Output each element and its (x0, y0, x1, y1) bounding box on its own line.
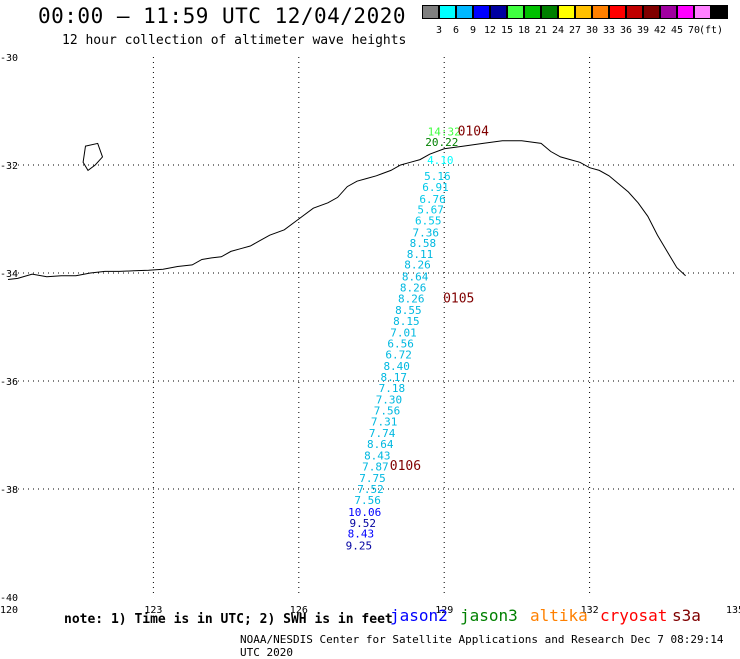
wave-height-label: 8.58 (410, 237, 437, 250)
wave-height-label: 8.43 (348, 528, 375, 541)
wave-height-label: 8.26 (398, 293, 425, 306)
color-swatch (524, 5, 541, 19)
color-swatch (422, 5, 439, 19)
wave-height-label: 8.17 (381, 371, 408, 384)
wave-height-label: 6.72 (385, 348, 412, 361)
y-tick-label: -34 (0, 269, 18, 280)
wave-height-label: 8.43 (364, 449, 391, 462)
wave-height-label: 20.22 (425, 136, 458, 149)
wave-height-label: 4.10 (427, 154, 454, 167)
wave-height-label: 9.25 (346, 539, 373, 552)
color-scale-label: 6 (452, 25, 460, 36)
y-tick-label: -32 (0, 161, 18, 172)
wave-height-label: 6.91 (422, 181, 449, 194)
wave-height-label: 7.18 (379, 382, 406, 395)
x-tick-label: 135 (726, 605, 740, 616)
color-swatch (575, 5, 592, 19)
wave-height-label: 8.64 (367, 438, 394, 451)
color-swatch (626, 5, 643, 19)
color-scale-label: 24 (551, 25, 565, 36)
wave-height-label: 10.06 (348, 506, 381, 519)
color-scale-label: 33 (602, 25, 616, 36)
wave-height-label: 8.26 (404, 259, 431, 272)
wave-height-label: 14:32 (428, 125, 461, 138)
color-swatch (541, 5, 558, 19)
color-scale-label: 27 (568, 25, 582, 36)
wave-height-label: 9.52 (350, 517, 377, 530)
color-swatch (677, 5, 694, 19)
x-tick-label: 132 (581, 605, 599, 616)
color-swatch (507, 5, 524, 19)
wave-height-label: 8.55 (395, 304, 422, 317)
satellite-s3a: s3a (672, 606, 701, 625)
pass-time-label: 0106 (390, 459, 421, 474)
wave-height-label: 7.74 (369, 427, 396, 440)
color-scale-label: (ft) (699, 25, 724, 36)
footer-credit: NOAA/NESDIS Center for Satellite Applica… (240, 633, 724, 659)
y-tick-label: -36 (0, 377, 18, 388)
satellite-altika: altika (530, 606, 588, 625)
wave-height-label: 7.87 (362, 461, 389, 474)
color-swatch (660, 5, 677, 19)
color-swatch (694, 5, 711, 19)
wave-height-label: 8.26 (400, 281, 427, 294)
x-tick-label: 120 (0, 605, 18, 616)
island-outline (82, 142, 104, 172)
color-scale-label: 15 (500, 25, 514, 36)
y-tick-label: -30 (0, 53, 18, 64)
wave-height-label: 7.56 (354, 494, 381, 507)
wave-height-label: 7.52 (357, 483, 384, 496)
wave-height-label: 7.56 (374, 404, 401, 417)
color-scale-label: 39 (636, 25, 650, 36)
x-tick-label: 129 (435, 605, 453, 616)
coastline (7, 140, 686, 280)
wave-height-label: 7.75 (359, 472, 386, 485)
wave-height-label: 8.11 (407, 248, 434, 261)
satellite-cryosat: cryosat (600, 606, 668, 625)
color-swatch (490, 5, 507, 19)
color-scale-label: 70 (687, 25, 701, 36)
wave-height-label: 7.31 (371, 415, 398, 428)
color-swatch (592, 5, 609, 19)
color-scale-label: 21 (534, 25, 548, 36)
wave-height-label: 6.76 (419, 193, 446, 206)
wave-height-label: 6.55 (415, 214, 442, 227)
wave-height-label: 5.67 (417, 204, 444, 217)
wave-height-label: 5.16 (424, 170, 451, 183)
y-tick-label: -40 (0, 593, 18, 604)
color-scale-label: 12 (483, 25, 497, 36)
x-tick-label: 123 (144, 605, 162, 616)
color-scale-label: 9 (469, 25, 477, 36)
color-swatch (609, 5, 626, 19)
color-scale-label: 30 (585, 25, 599, 36)
wave-height-label: 8.40 (383, 360, 410, 373)
color-swatch (558, 5, 575, 19)
wave-height-label: 6.56 (387, 338, 414, 351)
color-swatch (711, 5, 728, 19)
units-note: note: 1) Time is in UTC; 2) SWH is in fe… (64, 612, 393, 627)
map-subtitle: 12 hour collection of altimeter wave hei… (62, 33, 407, 48)
pass-time-label: 0105 (443, 292, 474, 307)
satellite-jason3: jason3 (460, 606, 518, 625)
wave-height-label: 7.30 (376, 394, 403, 407)
wave-height-label: 8.15 (393, 315, 420, 328)
color-swatch (473, 5, 490, 19)
color-scale-label: 45 (670, 25, 684, 36)
color-scale-label: 18 (517, 25, 531, 36)
color-scale-label: 36 (619, 25, 633, 36)
wave-height-label: 8.64 (402, 271, 429, 284)
color-swatch (456, 5, 473, 19)
color-swatch (643, 5, 660, 19)
color-scale-label: 3 (435, 25, 443, 36)
satellite-jason2: jason2 (390, 606, 448, 625)
wave-height-label: 7.36 (413, 226, 440, 239)
map-title: 00:00 – 11:59 UTC 12/04/2020 (38, 4, 407, 28)
pass-time-label: 0104 (458, 124, 489, 139)
x-tick-label: 126 (290, 605, 308, 616)
wave-height-label: 7.01 (390, 327, 417, 340)
y-tick-label: -38 (0, 485, 18, 496)
color-scale-label: 42 (653, 25, 667, 36)
color-swatch (439, 5, 456, 19)
